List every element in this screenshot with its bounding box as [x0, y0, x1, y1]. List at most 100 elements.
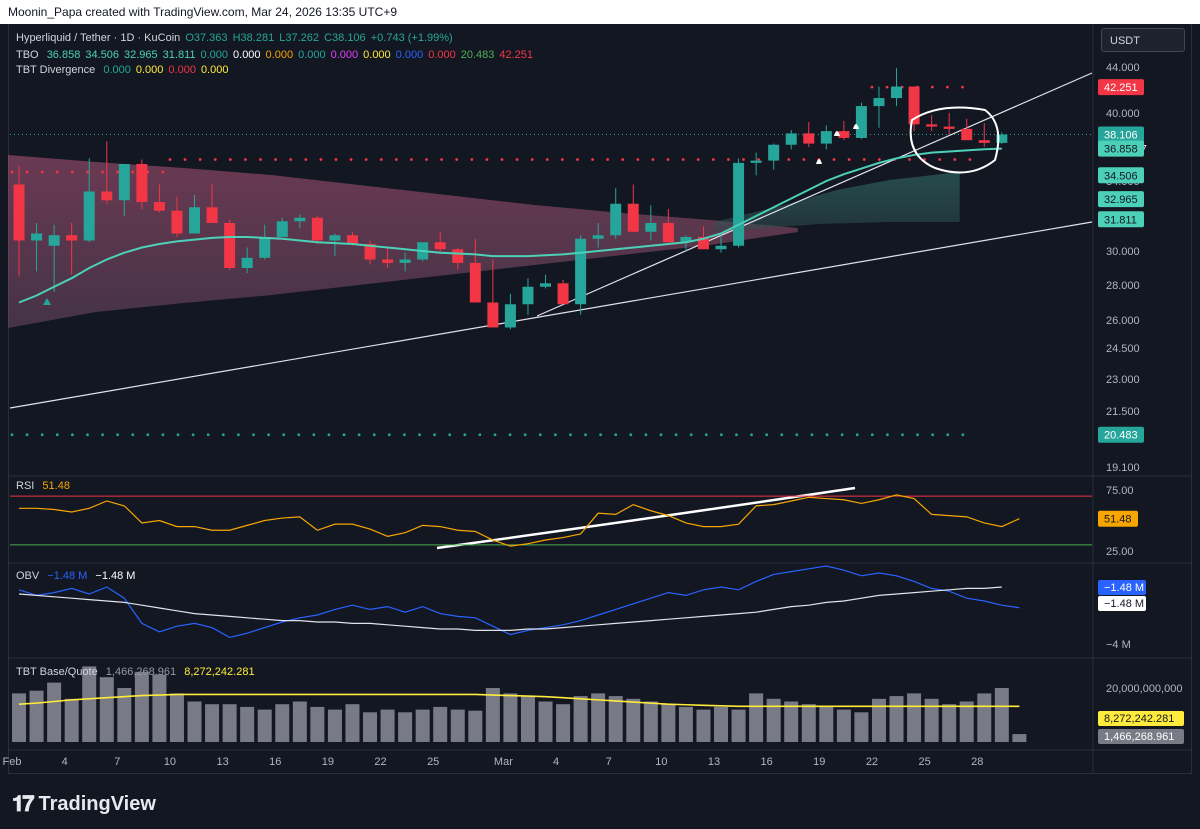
- price-tag-4: 32.965: [1104, 194, 1138, 206]
- rsi-line: [19, 494, 1020, 547]
- candle: [311, 217, 323, 241]
- volume-bar: [64, 698, 79, 742]
- candle: [346, 235, 358, 244]
- candle: [978, 140, 990, 143]
- price-tick-0: 44.000: [1106, 62, 1140, 74]
- level-dot: [599, 433, 603, 437]
- time-tick-5: 16: [269, 756, 281, 768]
- volume-bar: [222, 704, 237, 742]
- candle: [171, 210, 183, 234]
- volume-bar: [678, 706, 693, 742]
- level-dot: [742, 158, 745, 161]
- tbo-value-7: 0.000: [298, 49, 326, 61]
- level-dot: [545, 158, 549, 161]
- tbo-value-4: 0.000: [200, 49, 229, 61]
- volume-bar: [47, 682, 62, 742]
- level-dot: [719, 433, 723, 437]
- tbo-value-2: 32.965: [124, 49, 158, 61]
- time-tick-13: 13: [708, 756, 720, 768]
- obv-legend: OBV −1.48 M −1.48 M: [16, 570, 140, 582]
- obv-tick-0: −4 M: [1106, 639, 1131, 651]
- level-dot: [403, 433, 406, 437]
- volume-bar: [871, 698, 886, 742]
- candle: [66, 235, 78, 241]
- level-dot: [855, 433, 859, 437]
- candle: [891, 86, 903, 99]
- level-dot: [750, 433, 753, 437]
- candle: [189, 207, 201, 234]
- obv-label: OBV: [16, 570, 40, 582]
- price-tag-bg: [1098, 140, 1144, 157]
- candle: [768, 144, 780, 161]
- level-dot: [327, 433, 331, 437]
- tbt-div-value-1: 0.000: [135, 64, 164, 76]
- rsi-tick-1: 25.00: [1106, 546, 1134, 558]
- level-dot: [463, 433, 467, 437]
- price-tag-1: 38.106: [1104, 129, 1138, 141]
- level-dot: [787, 158, 791, 161]
- candle: [838, 131, 850, 138]
- volume-bar: [714, 706, 729, 742]
- level-dot: [372, 433, 376, 437]
- volume-bar: [889, 696, 904, 742]
- candle: [83, 191, 95, 241]
- level-dot: [455, 158, 459, 161]
- level-dot: [530, 158, 534, 161]
- level-dot: [885, 85, 889, 89]
- volume-bar: [117, 688, 132, 742]
- level-dot: [86, 170, 89, 174]
- signal-marker: [816, 159, 822, 164]
- volume-bar: [240, 706, 255, 742]
- tbt-divergence-legend: TBT Divergence 0.000 0.000 0.000 0.000: [16, 64, 238, 76]
- candle: [540, 283, 552, 287]
- close-value: C38.106: [324, 32, 366, 44]
- chart-svg[interactable]: 44.00040.00034.00032.00030.00028.00026.0…: [0, 0, 1200, 774]
- candle: [382, 259, 394, 263]
- level-dot: [161, 170, 165, 174]
- volume-bar: [433, 706, 448, 742]
- header-bar: Moonin_Papa created with TradingView.com…: [0, 0, 1200, 24]
- symbol-legend: Hyperliquid / Tether · 1D · KuCoin O37.3…: [16, 32, 458, 44]
- level-dot: [523, 433, 527, 437]
- level-dot: [252, 433, 255, 437]
- volume-bar: [415, 709, 430, 742]
- level-dot: [161, 433, 165, 437]
- level-dot: [236, 433, 240, 437]
- rsi-label: RSI: [16, 480, 35, 492]
- price-tick-6: 26.000: [1106, 315, 1140, 327]
- candle: [820, 131, 832, 144]
- obv-ma-line: [18, 586, 1002, 632]
- price-tag-bg: [1098, 426, 1144, 443]
- vol-value2: 8,272,242.281: [184, 666, 255, 678]
- signal-marker: [834, 131, 840, 136]
- volume-bar: [380, 709, 395, 742]
- tbt-div-values: 0.000 0.000 0.000 0.000: [103, 64, 233, 76]
- rsi-tick-0: 75.00: [1106, 485, 1134, 497]
- time-tick-6: 19: [322, 756, 334, 768]
- level-dot: [387, 433, 391, 437]
- level-dot: [10, 433, 14, 437]
- level-dot: [961, 85, 964, 89]
- level-dot: [206, 433, 210, 437]
- level-dot: [259, 158, 262, 161]
- price-tick-1: 40.000: [1106, 108, 1140, 120]
- level-dot: [349, 158, 353, 161]
- level-dot: [938, 158, 942, 161]
- level-dot: [40, 170, 44, 174]
- level-dot: [342, 433, 346, 437]
- level-dot: [500, 158, 504, 161]
- time-tick-2: 7: [114, 756, 120, 768]
- tbo-value-10: 0.000: [395, 49, 424, 61]
- level-dot: [267, 433, 270, 437]
- tbt-div-label: TBT Divergence: [16, 64, 96, 76]
- candle: [855, 106, 867, 138]
- level-dot: [25, 433, 29, 437]
- level-dot: [711, 158, 715, 161]
- level-dot: [621, 158, 625, 161]
- tradingview-logo[interactable]: 𝟏𝟕 TradingView: [12, 792, 156, 817]
- level-dot: [666, 158, 670, 161]
- volume-bar: [591, 693, 606, 742]
- currency-selector[interactable]: USDT: [1101, 28, 1185, 52]
- level-dot: [651, 158, 655, 161]
- volume-bar: [801, 704, 816, 742]
